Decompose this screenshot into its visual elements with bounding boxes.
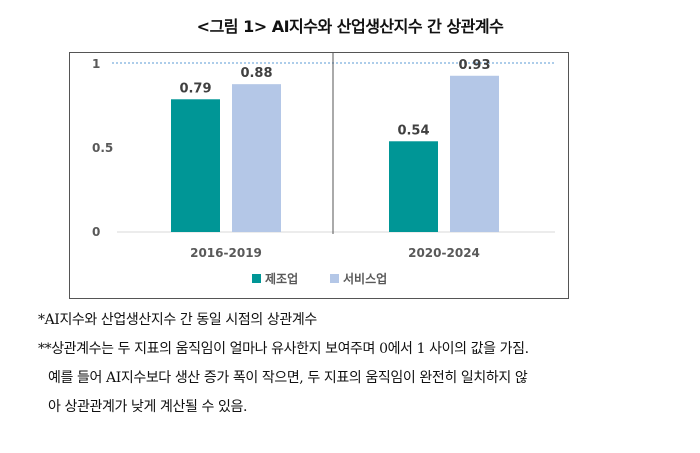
- y-tick-label: 0.5: [92, 141, 113, 155]
- data-label: 0.54: [397, 123, 429, 138]
- data-label: 0.79: [179, 81, 211, 96]
- y-tick-label: 1: [92, 57, 100, 71]
- footnote-2: **상관계수는 두 지표의 움직임이 얼마나 유사한지 보여주며 0에서 1 사…: [38, 341, 529, 357]
- legend-swatch: [252, 274, 261, 283]
- footnotes: *AI지수와 산업생산지수 간 동일 시점의 상관계수 **상관계수는 두 지표…: [38, 306, 529, 422]
- x-tick-label: 2016-2019: [190, 246, 262, 260]
- bar-manufacturing: [171, 99, 220, 232]
- footnote-4: 아 상관관계가 낮게 계산될 수 있음.: [48, 399, 248, 415]
- legend-swatch: [330, 274, 339, 283]
- bar-manufacturing: [389, 141, 438, 232]
- chart-frame: [69, 52, 569, 299]
- chart-title: <그림 1> AI지수와 산업생산지수 간 상관계수: [196, 17, 504, 36]
- footnote-3: 예를 들어 AI지수보다 생산 증가 폭이 작으면, 두 지표의 움직임이 완전…: [48, 370, 528, 386]
- y-tick-label: 0: [92, 225, 100, 239]
- legend-label: 제조업: [265, 272, 298, 286]
- x-tick-label: 2020-2024: [408, 246, 480, 260]
- bar-services: [232, 84, 281, 232]
- legend-label: 서비스업: [343, 271, 387, 286]
- data-label: 0.88: [240, 66, 272, 81]
- bar-services: [450, 75, 499, 232]
- footnote-1: *AI지수와 산업생산지수 간 동일 시점의 상관계수: [38, 312, 317, 328]
- data-label: 0.93: [458, 58, 490, 73]
